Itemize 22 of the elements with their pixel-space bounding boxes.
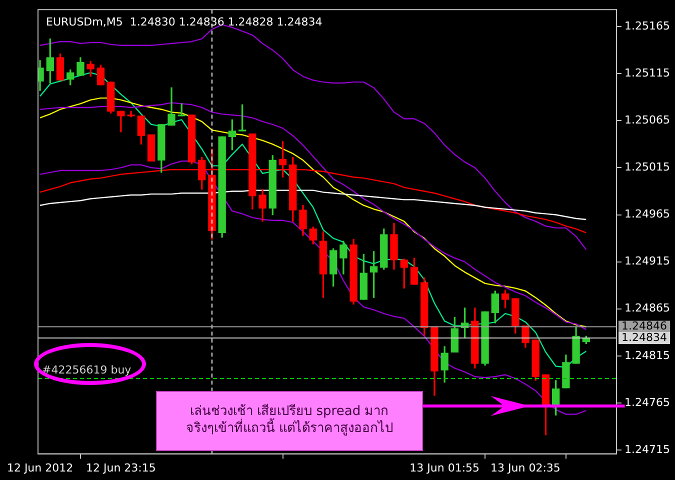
y-tick-label: 1.25165 bbox=[624, 19, 670, 32]
y-tick-label: 1.25065 bbox=[624, 114, 670, 127]
callout-box: เล่นช่วงเช้า เสียเปรียบ spread มาก จริงๆเข้าที่แถวนี้ แต่ได้ราคาสูงออกไป bbox=[156, 390, 423, 451]
y-tick-label: 1.24815 bbox=[624, 348, 670, 362]
y-tick-label: 1.24965 bbox=[624, 208, 670, 221]
x-tick-label: 13 Jun 01:55 bbox=[410, 461, 480, 474]
x-tick-label: 12 Jun 2012 bbox=[6, 461, 74, 474]
annotation: #42256619 buy bbox=[42, 364, 132, 377]
annotation: เล่นช่วงเช้า เสียเปรียบ spread มาก bbox=[190, 404, 389, 419]
y-tick-label: 1.24865 bbox=[624, 302, 670, 315]
annotation: จริงๆเข้าที่แถวนี้ แต่ได้ราคาสูงออกไป bbox=[186, 420, 393, 438]
y-tick-label: 1.24715 bbox=[624, 442, 670, 456]
y-tick-label: 1.24765 bbox=[624, 396, 670, 409]
ref-line-label: 1.24846 bbox=[622, 320, 668, 333]
candlestick bbox=[117, 110, 125, 132]
x-tick-label: 12 Jun 23:15 bbox=[86, 461, 156, 474]
y-tick-label: 1.25015 bbox=[624, 160, 670, 174]
y-tick-label: 1.25115 bbox=[624, 66, 670, 80]
y-tick-label: 1.24915 bbox=[624, 254, 670, 268]
text: EURUSDm,M5 1.24830 1.24836 1.24828 1.24834 bbox=[46, 16, 322, 29]
x-tick-label: 13 Jun 02:35 bbox=[490, 461, 560, 474]
ref-line-label: 1.24834 bbox=[622, 330, 668, 344]
